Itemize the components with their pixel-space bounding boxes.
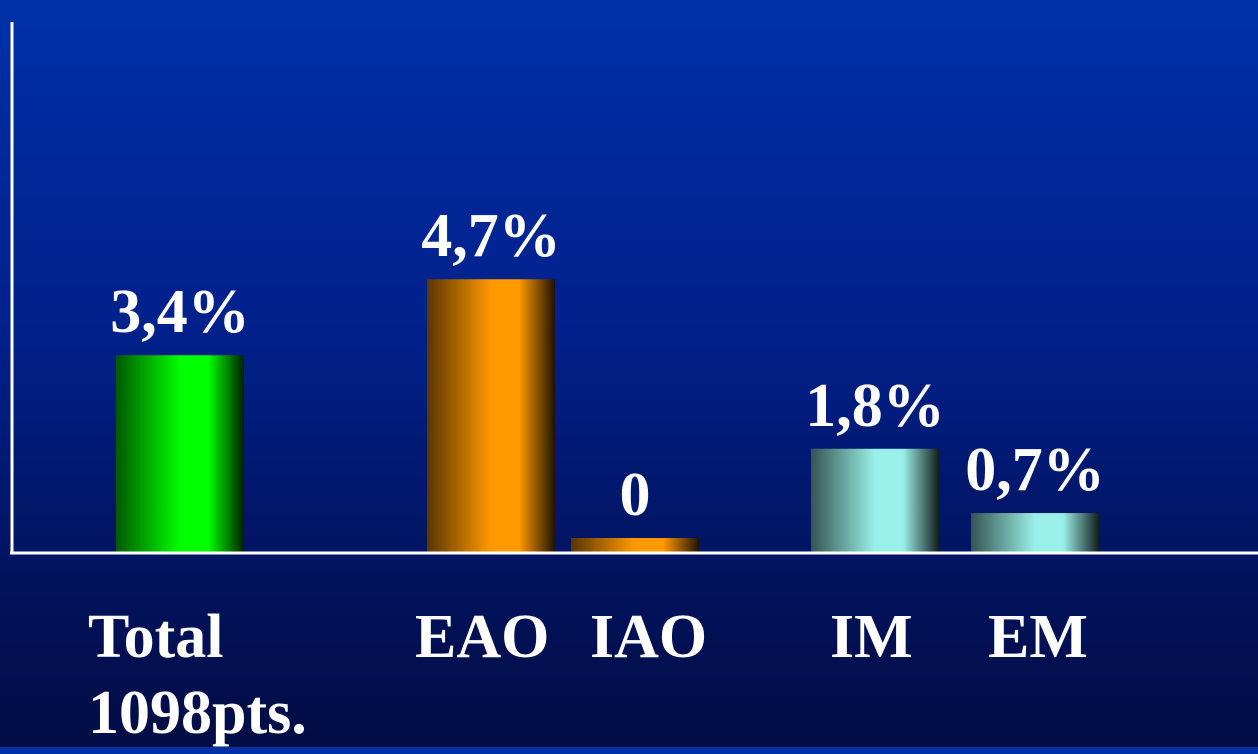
bar-0: [116, 355, 244, 554]
category-label-3: IM: [830, 603, 913, 671]
bar-3: [811, 448, 939, 554]
value-label-1: 4,7%: [421, 202, 561, 271]
bar-1: [427, 279, 555, 554]
value-label-2: 0: [619, 461, 651, 529]
bars-group: [116, 279, 1099, 554]
value-label-0: 3,4%: [110, 278, 250, 347]
value-label-3: 1,8%: [805, 371, 945, 440]
category-label-0-line-1: 1098pts.: [88, 679, 307, 747]
bar-2: [571, 538, 699, 554]
bar-4: [971, 513, 1099, 554]
category-label-4: EM: [988, 603, 1088, 671]
value-label-4: 0,7%: [965, 436, 1105, 505]
category-label-1: EAO: [415, 603, 550, 671]
category-label-0-line-0: Total: [88, 603, 224, 671]
category-label-2: IAO: [590, 603, 708, 671]
